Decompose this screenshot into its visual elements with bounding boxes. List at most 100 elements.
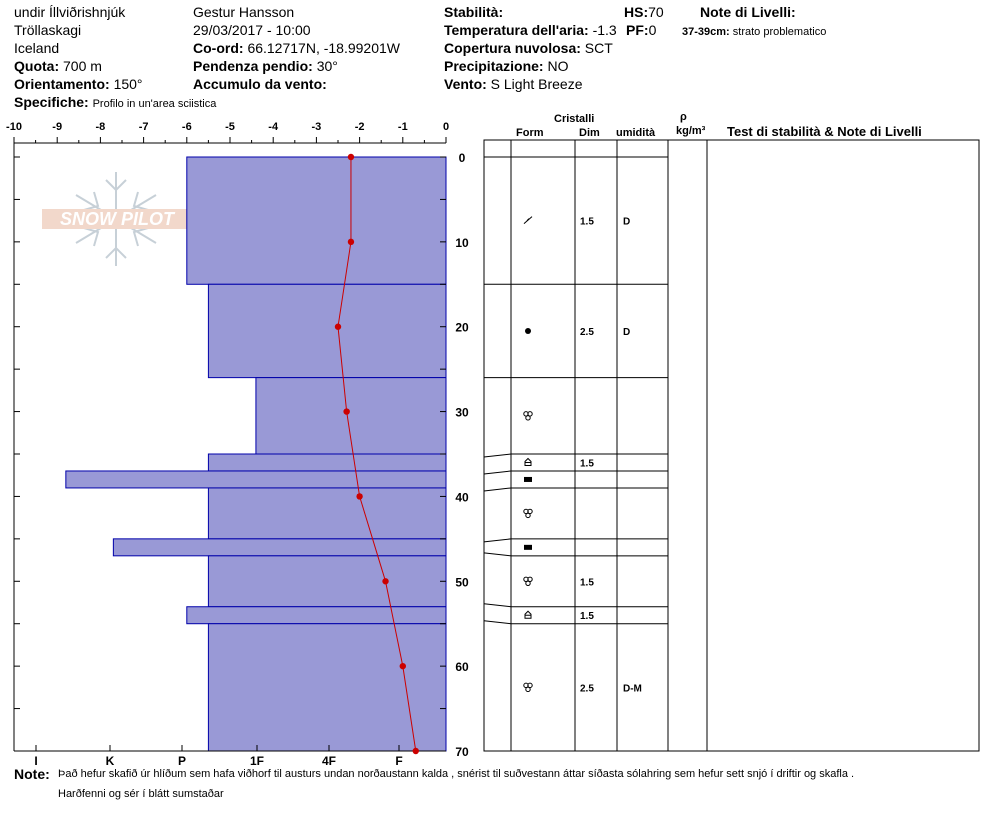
layer-connector — [483, 470, 512, 475]
air-temp-value: -1.3 — [592, 22, 617, 38]
air-temp-row: Temperatura dell'aria: -1.3 — [444, 22, 617, 38]
coord-row: Co-ord: 66.12717N, -18.99201W — [193, 40, 400, 56]
aspect-label: Orientamento: — [14, 76, 110, 92]
hardness-layer-bar — [207, 555, 447, 608]
location-name: undir Íllviðrishnjúk — [14, 4, 126, 20]
layer-note-depth: 37-39cm: — [682, 26, 730, 38]
temperature-point — [356, 493, 363, 500]
moisture-header: umidità — [616, 127, 656, 139]
elevation-value: 700 m — [63, 58, 102, 74]
notes-line-2: Harðfenni og sér í blátt sumstaðar — [58, 788, 224, 800]
temp-tick-label: -9 — [52, 121, 62, 133]
table-border — [483, 139, 980, 752]
pf-value: 0 — [648, 22, 657, 38]
specifics-label: Specifiche: — [14, 94, 89, 110]
temp-tick-label: -4 — [268, 121, 279, 133]
wind-loading-label: Accumulo da vento: — [193, 76, 327, 92]
grain-melt-freeze-crust-icon — [524, 544, 532, 550]
observation-datetime: 29/03/2017 - 10:00 — [193, 22, 311, 38]
layer-notes-label: Note di Livelli: — [700, 4, 796, 20]
hardness-tick-label: K — [106, 754, 115, 768]
grain-mixed-forms-icon — [523, 508, 533, 519]
layer-size-label: 2.5 — [580, 327, 594, 338]
mix-c — [525, 686, 531, 693]
cloud-label: Copertura nuvolosa: — [444, 40, 581, 56]
layer-connector — [483, 552, 512, 557]
layer-note-text: strato problematico — [732, 26, 827, 38]
specifics-value: Profilo in un'area sciistica — [92, 98, 217, 110]
pf-row: PF:0 — [626, 22, 656, 38]
grain-mixed-forms-icon — [523, 682, 533, 693]
hardness-layer-bar — [207, 283, 447, 379]
precip-row: Precipitazione: NO — [444, 58, 568, 74]
temp-tick-label: -10 — [6, 121, 22, 133]
elevation-row: Quota: 700 m — [14, 58, 102, 74]
layer-connector — [483, 487, 512, 492]
specifics-row: Specifiche: Profilo in un'area sciistica — [14, 94, 216, 112]
mix-c — [525, 512, 531, 519]
hardness-layer-bar — [186, 606, 447, 625]
hardness-tick-label: I — [34, 754, 37, 768]
wind-value: S Light Breeze — [490, 76, 583, 92]
hardness-layer-bar — [207, 453, 447, 472]
rounded-dot — [525, 327, 531, 334]
hardness-layer-bar — [186, 156, 447, 285]
coord-value: 66.12717N, -18.99201W — [247, 40, 400, 56]
notes-line-1: Það hefur skafið úr hlíðum sem hafa viðh… — [58, 768, 855, 780]
cloud-value: SCT — [584, 40, 613, 56]
layer-size-label: 2.5 — [580, 683, 594, 694]
precip-label: Precipitazione: — [444, 58, 544, 74]
slope-value: 30° — [316, 58, 338, 74]
notes-label: Note: — [14, 766, 50, 782]
temp-tick-label: -1 — [398, 121, 408, 133]
grain-depth-hoar-icon — [524, 457, 532, 466]
crystals-header: Cristalli — [554, 113, 595, 125]
tests-header: Test di stabilità & Note di Livelli — [727, 124, 922, 139]
temperature-point — [399, 662, 406, 670]
layer-moisture-label: D — [623, 217, 630, 228]
temp-tick-label: -8 — [96, 121, 106, 133]
hardness-tick-label: 4F — [322, 754, 336, 768]
elevation-label: Quota: — [14, 58, 60, 74]
temperature-axis: -10 -9 -8 -7 -6 -5 -4 -3 -2 -1 0 — [6, 121, 449, 143]
hardness-layer-bar — [207, 487, 447, 540]
cloud-row: Copertura nuvolosa: SCT — [444, 40, 613, 56]
slope-row: Pendenza pendio: 30° — [193, 58, 338, 74]
grain-mixed-forms-icon — [523, 576, 533, 586]
temp-tick-label: -6 — [182, 121, 192, 133]
layer-connector — [483, 453, 512, 458]
stability-label: Stabilità: — [444, 4, 504, 20]
temperature-profile — [334, 153, 419, 755]
hardness-layer-bar — [112, 538, 447, 557]
snowpilot-logo: SNOW PILOT — [42, 172, 192, 266]
country-name: Iceland — [14, 40, 60, 56]
hardness-tick-label: 1F — [250, 754, 264, 768]
temp-tick-label: -3 — [312, 121, 322, 133]
layer-size-label: 1.5 — [580, 577, 594, 588]
form-header: Form — [516, 127, 544, 139]
precip-value: NO — [547, 58, 569, 74]
temperature-point — [382, 578, 389, 585]
temperature-point — [412, 747, 419, 755]
temperature-line — [337, 157, 417, 752]
grain-mixed-forms-icon — [523, 411, 533, 421]
layer-connector — [483, 603, 512, 608]
layer-size-label: 1.5 — [580, 217, 594, 228]
snowpilot-logo-text: SNOW PILOT — [60, 209, 176, 229]
depth-tick-label: 30 — [455, 406, 469, 420]
crust-block — [524, 544, 532, 550]
aspect-value: 150° — [113, 76, 143, 92]
temp-tick-label: -2 — [355, 121, 365, 133]
temperature-point — [334, 323, 342, 330]
depth-tick-label: 50 — [455, 575, 469, 589]
grain-depth-hoar-icon — [524, 610, 532, 619]
crust-block — [524, 476, 532, 482]
wind-row: Vento: S Light Breeze — [444, 76, 583, 92]
layer-connector — [483, 538, 512, 543]
air-temp-label: Temperatura dell'aria: — [444, 22, 589, 38]
hardness-axis: I K P 1F 4F F — [34, 745, 403, 768]
temp-tick-label: 0 — [443, 121, 449, 133]
aspect-row: Orientamento: 150° — [14, 76, 143, 92]
size-header: Dim — [579, 127, 600, 139]
slope-label: Pendenza pendio: — [193, 58, 313, 74]
